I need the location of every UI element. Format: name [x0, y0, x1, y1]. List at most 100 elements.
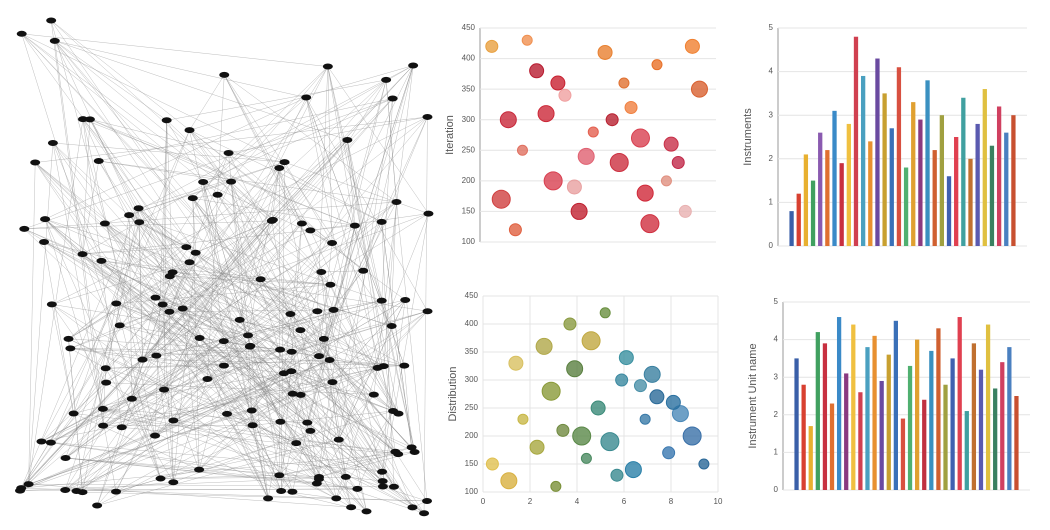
- point: [529, 439, 545, 455]
- node: [77, 251, 88, 258]
- edge: [305, 97, 384, 487]
- edge: [82, 119, 281, 350]
- network: [15, 17, 434, 517]
- bar: [858, 392, 863, 490]
- edge: [391, 325, 415, 453]
- bar: [882, 93, 887, 247]
- edge: [24, 228, 292, 353]
- edge: [82, 208, 139, 493]
- bar: [794, 358, 799, 490]
- point: [690, 80, 708, 98]
- edge: [68, 219, 274, 340]
- node: [168, 479, 179, 486]
- node: [49, 37, 60, 44]
- point: [618, 350, 634, 366]
- edge: [24, 228, 293, 394]
- edge: [65, 340, 224, 459]
- edge: [104, 223, 269, 499]
- node: [222, 410, 233, 417]
- edge: [381, 221, 395, 487]
- edge: [44, 218, 318, 484]
- edge: [279, 167, 352, 508]
- edge: [73, 413, 200, 470]
- point: [563, 317, 577, 331]
- node: [352, 485, 363, 492]
- node: [314, 353, 325, 360]
- bar: [975, 123, 980, 246]
- node: [342, 136, 353, 143]
- x-tick-label: 0: [481, 497, 486, 506]
- node: [318, 335, 329, 342]
- edge: [192, 97, 307, 199]
- node: [184, 127, 195, 134]
- node: [325, 281, 336, 288]
- edge: [327, 66, 378, 368]
- point: [485, 457, 499, 471]
- edge: [115, 478, 161, 492]
- edge: [98, 160, 140, 223]
- edge: [106, 382, 174, 421]
- edge: [321, 271, 330, 361]
- node: [46, 301, 57, 308]
- node: [423, 210, 434, 217]
- edge: [116, 284, 331, 304]
- node: [181, 244, 192, 251]
- edge: [173, 430, 311, 483]
- edge: [163, 120, 167, 390]
- edge: [296, 442, 358, 490]
- point: [630, 128, 650, 148]
- node: [30, 159, 41, 166]
- edge: [267, 371, 292, 499]
- edge: [279, 167, 382, 223]
- bar: [943, 384, 948, 490]
- node: [63, 335, 74, 342]
- edge: [202, 181, 225, 342]
- node: [97, 405, 108, 412]
- bar: [896, 67, 902, 247]
- bar: [853, 36, 859, 246]
- node: [96, 257, 107, 264]
- node: [190, 249, 201, 256]
- edge: [21, 33, 285, 163]
- node: [361, 508, 372, 515]
- node: [377, 478, 388, 485]
- node: [301, 94, 312, 101]
- bar: [911, 102, 916, 247]
- node: [422, 308, 433, 315]
- edge: [198, 359, 330, 470]
- edge: [142, 223, 303, 360]
- node: [151, 352, 162, 359]
- bar: [789, 211, 794, 246]
- edge: [283, 223, 303, 374]
- edge: [102, 310, 428, 410]
- edge: [169, 309, 334, 313]
- node: [295, 391, 306, 398]
- edge: [50, 311, 318, 443]
- edge: [104, 223, 330, 361]
- node: [247, 422, 258, 429]
- point: [537, 105, 555, 123]
- edge: [119, 325, 311, 432]
- point: [572, 426, 592, 446]
- edge: [65, 201, 397, 459]
- edge: [284, 162, 333, 244]
- edge: [318, 116, 428, 357]
- node: [358, 267, 369, 274]
- point: [684, 38, 700, 54]
- point: [610, 468, 624, 482]
- node: [134, 219, 145, 226]
- node: [328, 306, 339, 313]
- node: [65, 345, 76, 352]
- edge: [21, 33, 330, 361]
- edge: [41, 303, 117, 442]
- node: [164, 308, 175, 315]
- node: [124, 212, 135, 219]
- edge: [230, 181, 331, 285]
- edge: [103, 367, 378, 426]
- edge: [52, 142, 117, 492]
- edge: [323, 338, 340, 440]
- y-axis-label: Distribution: [447, 366, 459, 421]
- edge: [228, 116, 428, 154]
- edge: [280, 223, 303, 492]
